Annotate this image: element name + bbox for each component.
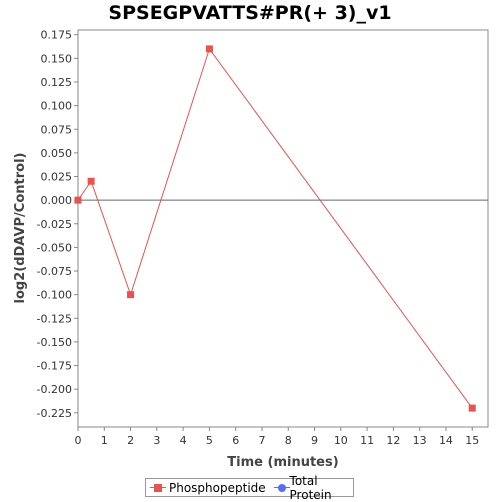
y-tick-label: 0.075 xyxy=(41,123,73,136)
y-tick-label: 0.150 xyxy=(41,52,73,65)
x-axis-ticks: 0 1 2 3 4 5 6 7 8 9 10 11 12 13 14 15 xyxy=(75,427,479,447)
chart-title: SPSEGPVATTS#PR(+ 3)_v1 xyxy=(108,2,392,24)
x-tick-label: 14 xyxy=(439,434,453,447)
legend-swatch-circle-icon xyxy=(273,483,290,493)
y-tick-label: 0.100 xyxy=(41,100,73,113)
data-point xyxy=(468,404,476,412)
legend-label-total-protein: Total Protein xyxy=(289,473,332,502)
x-tick-label: 2 xyxy=(127,434,134,447)
y-tick-label: 0.000 xyxy=(41,194,73,207)
legend-swatch-square-icon xyxy=(150,483,166,493)
x-tick-label: 6 xyxy=(232,434,239,447)
y-tick-label: -0.150 xyxy=(37,336,72,349)
legend-item-total-protein: Total Protein xyxy=(273,473,349,502)
x-tick-label: 1 xyxy=(101,434,108,447)
x-tick-label: 13 xyxy=(413,434,427,447)
y-tick-label: -0.175 xyxy=(37,360,72,373)
legend-label-phosphopeptide: Phosphopeptide xyxy=(169,480,266,495)
y-tick-label: -0.100 xyxy=(37,289,72,302)
y-tick-label: 0.050 xyxy=(41,147,73,160)
x-tick-label: 7 xyxy=(258,434,265,447)
x-tick-label: 10 xyxy=(334,434,348,447)
x-tick-label: 11 xyxy=(360,434,374,447)
x-tick-label: 0 xyxy=(75,434,82,447)
series-group xyxy=(74,45,476,412)
data-point xyxy=(74,196,82,204)
data-point xyxy=(87,177,95,185)
y-tick-label: 0.175 xyxy=(41,29,73,42)
x-tick-label: 4 xyxy=(180,434,187,447)
x-tick-label: 12 xyxy=(386,434,400,447)
x-tick-label: 3 xyxy=(153,434,160,447)
y-axis-ticks: 0.175 0.150 0.125 0.100 0.075 0.050 0.025 0.000… xyxy=(37,29,78,420)
x-tick-label: 8 xyxy=(285,434,292,447)
y-axis-label: log2(dDAVP/Control) xyxy=(13,153,28,304)
data-point xyxy=(205,45,213,53)
y-tick-label: 0.025 xyxy=(41,171,73,184)
y-tick-label: -0.025 xyxy=(37,218,72,231)
y-tick-label: -0.200 xyxy=(37,383,72,396)
x-tick-label: 9 xyxy=(311,434,318,447)
y-tick-label: -0.125 xyxy=(37,312,72,325)
data-point xyxy=(127,291,135,299)
legend-item-phosphopeptide: Phosphopeptide xyxy=(150,481,266,495)
x-axis-label: Time (minutes) xyxy=(227,455,338,470)
plot-area xyxy=(77,29,489,428)
legend: Phosphopeptide Total Protein xyxy=(145,474,354,502)
x-tick-label: 15 xyxy=(465,434,479,447)
y-tick-label: 0.125 xyxy=(41,76,73,89)
y-tick-label: -0.225 xyxy=(37,407,72,420)
y-tick-label: -0.050 xyxy=(37,241,72,254)
x-tick-label: 5 xyxy=(206,434,213,447)
y-tick-label: -0.075 xyxy=(37,265,72,278)
